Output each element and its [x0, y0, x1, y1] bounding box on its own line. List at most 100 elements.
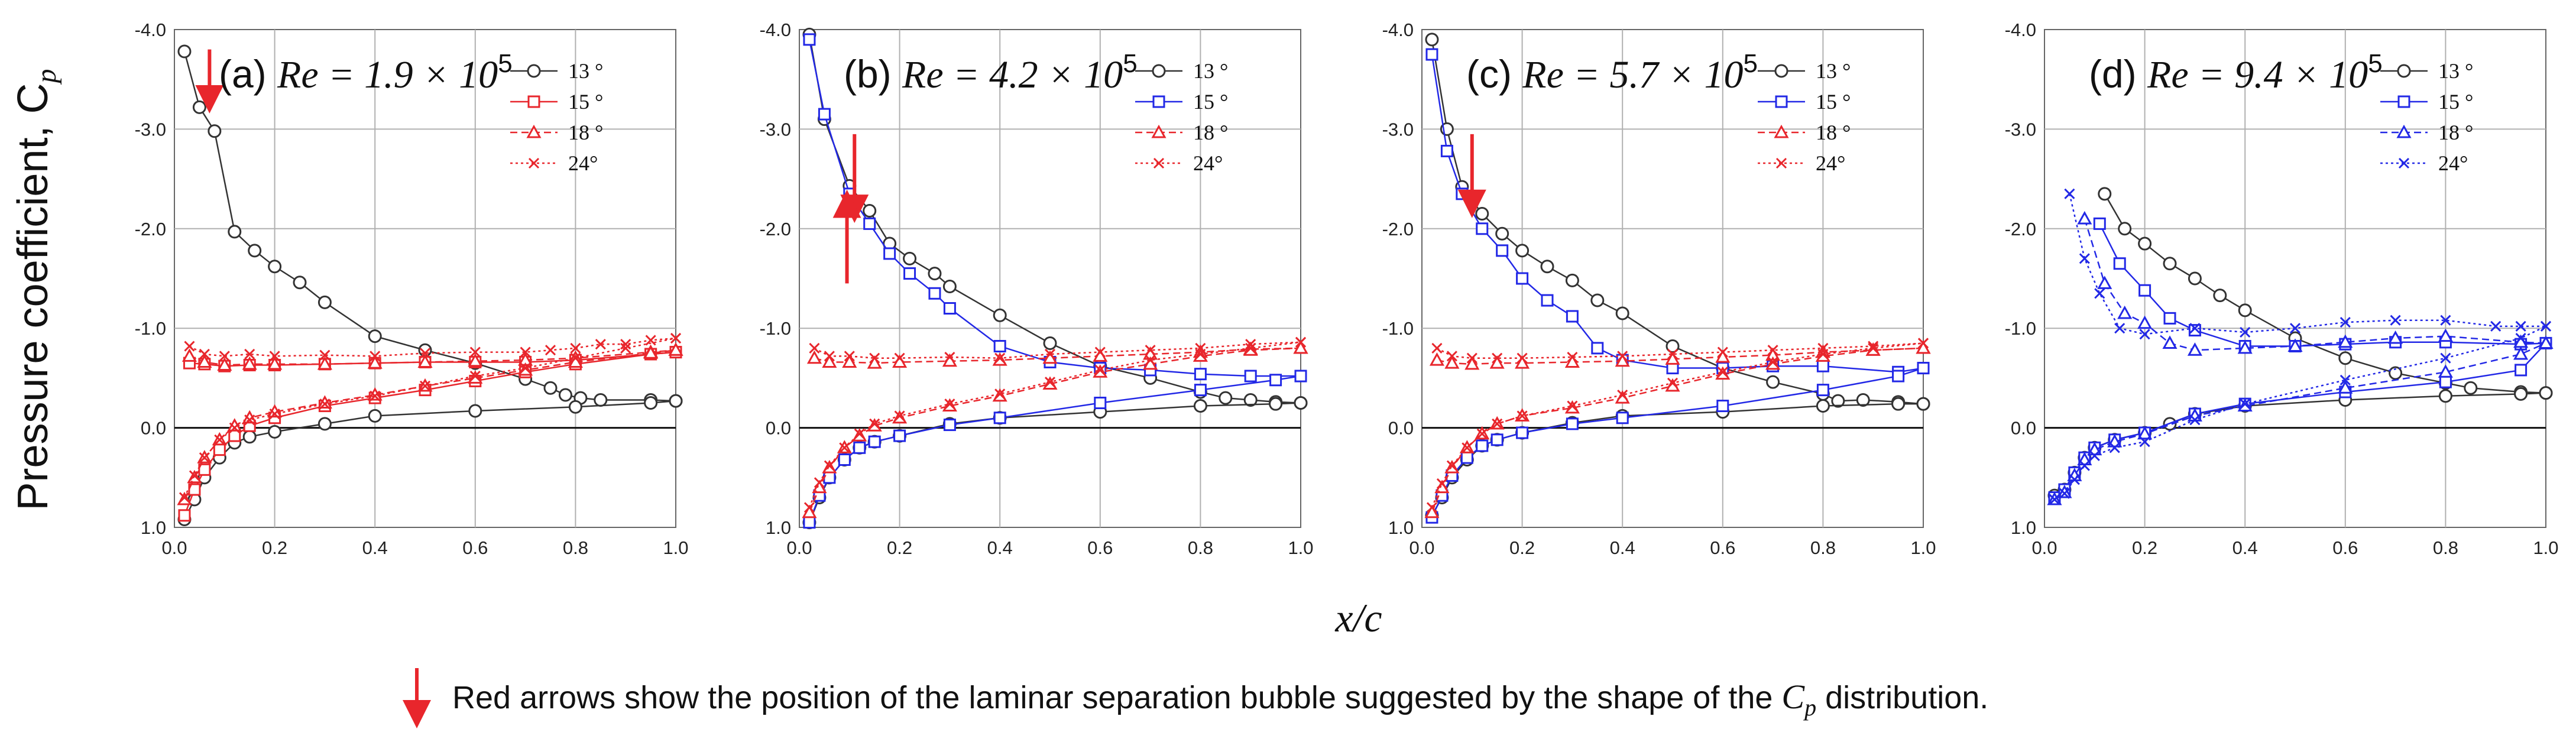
data-point [1767, 357, 1778, 368]
x-tick-label: 0.4 [1610, 537, 1635, 558]
data-point [2137, 315, 2153, 329]
x-tick-label: 0.6 [1710, 537, 1735, 558]
x-tick-label: 0.8 [563, 537, 588, 558]
legend-marker [1152, 64, 1166, 78]
data-point [269, 351, 280, 362]
x-tick-label: 0.6 [1087, 537, 1113, 558]
data-point [1831, 394, 1845, 408]
data-point [2188, 271, 2202, 286]
data-point [944, 398, 955, 410]
data-point [2094, 288, 2105, 299]
data-point [2079, 460, 2090, 471]
data-point [1667, 348, 1679, 360]
data-point [869, 352, 880, 364]
data-point [1667, 377, 1679, 388]
data-point [219, 351, 230, 362]
data-point [520, 346, 531, 358]
data-point [545, 345, 556, 356]
data-point [1043, 336, 1057, 350]
data-point [2093, 217, 2106, 230]
data-point [2117, 305, 2133, 319]
data-point [2515, 364, 2528, 377]
legend-label: 24° [1816, 151, 1845, 175]
data-point [1492, 352, 1503, 364]
data-point [2139, 329, 2150, 340]
data-point [1665, 351, 1680, 365]
data-point [868, 435, 881, 448]
data-point [570, 352, 581, 364]
x-tick-label: 0.2 [262, 537, 287, 558]
panel-title-exponent: 5 [1743, 49, 1757, 78]
data-point [2057, 484, 2072, 498]
data-point [1293, 340, 1308, 354]
data-point [2338, 334, 2353, 348]
data-point [1425, 48, 1438, 61]
data-point [1615, 353, 1630, 367]
data-point [894, 352, 905, 364]
data-point [1856, 393, 1870, 407]
data-point [814, 477, 825, 488]
y-tick-label: 0.0 [2011, 418, 2036, 439]
data-point [1917, 362, 1930, 375]
data-point [2114, 323, 2125, 334]
data-point [370, 351, 381, 362]
data-point [1817, 348, 1829, 360]
data-point [1564, 354, 1580, 368]
data-point [863, 217, 876, 230]
data-point [1567, 400, 1578, 411]
data-point [2113, 257, 2126, 270]
panel-title-re: Re = 1.9 × 10 [277, 53, 498, 96]
y-tick-label: 0.0 [141, 418, 166, 439]
data-point [1716, 400, 1729, 413]
data-point [1269, 397, 1283, 411]
legend-label: 24° [568, 151, 598, 175]
data-point [2109, 442, 2120, 453]
data-point [2163, 257, 2177, 271]
data-point [178, 509, 191, 522]
data-point [1916, 340, 1931, 354]
data-point [370, 390, 381, 401]
data-point [620, 342, 631, 354]
data-point [824, 460, 835, 471]
data-point [809, 342, 820, 354]
data-point [213, 443, 226, 456]
y-tick-label: -1.0 [135, 318, 166, 339]
legend-label: 13 ° [1816, 59, 1851, 83]
data-point [2490, 320, 2502, 332]
data-point [668, 342, 683, 356]
legend-marker [1774, 124, 1789, 138]
data-point [2539, 386, 2553, 400]
legend-label: 24° [2438, 151, 2468, 175]
data-point [2388, 330, 2403, 344]
panel-title-re: Re = 4.2 × 10 [902, 53, 1123, 96]
data-point [2089, 450, 2100, 461]
x-tick-label: 0.0 [161, 537, 187, 558]
data-point [1294, 396, 1308, 410]
data-point [1431, 342, 1443, 354]
legend-label: 13 ° [2438, 59, 2473, 83]
data-point [943, 419, 956, 432]
legend-marker [527, 64, 541, 78]
data-point [1476, 439, 1489, 452]
data-point [1616, 411, 1629, 425]
data-point [1145, 345, 1156, 356]
legend-marker [2397, 64, 2411, 78]
data-point [1892, 370, 1905, 383]
x-tick-label: 1.0 [663, 537, 688, 558]
data-point [1446, 351, 1457, 362]
data-point [803, 502, 815, 513]
x-tick-label: 0.2 [1509, 537, 1535, 558]
data-point [944, 351, 955, 363]
data-point [2338, 351, 2353, 365]
data-point [242, 430, 257, 444]
panel-title: (b) Re = 4.2 × 105 [844, 49, 1138, 96]
data-point [2237, 340, 2253, 354]
legend-label: 18 ° [2438, 121, 2473, 144]
data-point [184, 341, 195, 352]
series-24-deg [2049, 188, 2552, 505]
data-point [1566, 417, 1579, 430]
y-axis-label-text: Pressure coefficient, C [9, 83, 57, 511]
y-tick-label: -3.0 [2005, 119, 2036, 140]
data-point [214, 434, 225, 445]
legend-label: 15 ° [2438, 90, 2473, 114]
